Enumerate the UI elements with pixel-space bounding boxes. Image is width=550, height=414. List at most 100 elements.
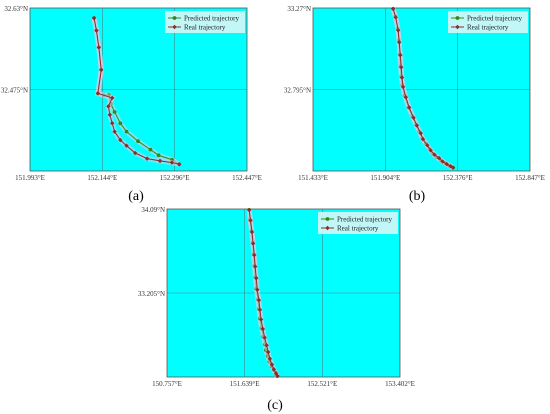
- real-point: [399, 64, 404, 70]
- real-point: [250, 241, 256, 246]
- real-point: [444, 161, 450, 167]
- real-point: [414, 123, 420, 128]
- series-line-real: [392, 8, 454, 168]
- real-point: [420, 137, 426, 142]
- x-tick-label: 152.296°E: [160, 174, 190, 182]
- real-point: [157, 158, 163, 164]
- real-point: [428, 148, 433, 153]
- legend-box: [165, 11, 245, 33]
- predicted-point: [112, 110, 117, 114]
- y-tick-label: 32.63°N: [4, 5, 28, 13]
- real-point: [440, 159, 445, 164]
- predicted-point: [118, 121, 123, 126]
- real-point: [411, 115, 416, 121]
- real-point: [271, 367, 277, 372]
- x-tick-label: 153.402°E: [385, 380, 415, 388]
- chart-panel-3: 150.757°E 151.639°E 152.521°E 153.402°E 34.0…: [138, 206, 415, 413]
- legend-label: Real trajectory: [337, 225, 379, 233]
- real-point: [262, 335, 267, 340]
- legend-marker: [172, 16, 177, 20]
- real-point: [450, 165, 456, 170]
- x-tick-label: 152.144°E: [87, 174, 117, 182]
- real-point: [269, 362, 275, 367]
- y-tick-label: 33.27°N: [287, 5, 311, 13]
- x-tick-label: 150.757°E: [152, 380, 182, 388]
- legend-label: Real trajectory: [184, 24, 226, 32]
- real-point: [258, 317, 264, 322]
- real-point: [249, 229, 255, 235]
- y-tick-label: 33.205°N: [138, 290, 165, 298]
- legend-box: [318, 212, 398, 234]
- x-tick-label: 151.993°E: [15, 174, 45, 182]
- real-point: [425, 143, 430, 148]
- legend-marker: [325, 217, 330, 221]
- real-point: [124, 143, 129, 148]
- real-point: [390, 6, 396, 12]
- real-point: [96, 45, 102, 50]
- real-point: [260, 326, 266, 332]
- real-point: [110, 121, 115, 126]
- real-point: [418, 131, 423, 136]
- legend-label: Predicted trajectory: [467, 15, 523, 23]
- real-point: [256, 298, 262, 303]
- real-point: [432, 152, 437, 157]
- y-tick-label: 32.795°N: [284, 87, 311, 95]
- real-point: [91, 15, 97, 21]
- x-tick-label: 152.521°E: [307, 380, 337, 388]
- real-point: [399, 75, 405, 80]
- real-point: [436, 155, 442, 161]
- x-tick-label: 151.639°E: [230, 380, 260, 388]
- legend-marker: [172, 24, 177, 30]
- chart-panel-2: 151.433°E 151.904°E 152.376°E 152.847°E 33.2…: [284, 5, 545, 204]
- real-point: [254, 275, 259, 281]
- real-point: [118, 137, 123, 143]
- x-tick-label: 151.433°E: [298, 174, 328, 182]
- real-point: [110, 95, 115, 101]
- legend-marker: [325, 225, 330, 231]
- real-point: [400, 84, 406, 90]
- y-tick-label: 32.475°N: [1, 87, 28, 95]
- real-point: [257, 307, 263, 312]
- real-point: [246, 207, 252, 213]
- real-point: [99, 67, 104, 73]
- real-point: [176, 162, 182, 167]
- real-point: [398, 52, 403, 58]
- real-point: [393, 15, 398, 20]
- real-point: [112, 129, 117, 134]
- real-point: [252, 252, 257, 258]
- real-point: [169, 160, 175, 165]
- predicted-point: [148, 147, 153, 152]
- y-tick-label: 34.09°N: [141, 206, 165, 214]
- panel-label: (a): [128, 189, 144, 204]
- x-tick-label: 151.904°E: [370, 174, 400, 182]
- real-point: [265, 349, 271, 355]
- x-tick-label: 152.447°E: [232, 174, 262, 182]
- real-point: [407, 105, 412, 110]
- real-point: [107, 112, 113, 117]
- real-point: [95, 91, 101, 96]
- predicted-point: [156, 153, 161, 158]
- legend-box: [448, 11, 528, 33]
- panel-label: (c): [267, 398, 283, 413]
- real-point: [395, 28, 401, 33]
- real-point: [397, 40, 402, 45]
- predicted-point: [136, 139, 140, 144]
- x-tick-label: 152.847°E: [515, 174, 545, 182]
- real-point: [403, 95, 409, 100]
- predicted-point: [124, 129, 129, 134]
- legend-label: Predicted trajectory: [184, 15, 240, 23]
- panel-label: (b): [409, 189, 426, 204]
- real-point: [264, 343, 269, 348]
- legend-label: Real trajectory: [467, 24, 509, 32]
- legend-marker: [455, 24, 460, 30]
- real-point: [255, 287, 260, 292]
- real-point: [106, 104, 111, 109]
- real-point: [144, 156, 150, 161]
- x-tick-label: 152.376°E: [443, 174, 473, 182]
- real-point: [248, 218, 253, 223]
- real-point: [94, 28, 99, 33]
- chart-panel-1: 151.993°E 152.144°E 152.296°E 152.447°E 32.6…: [1, 5, 262, 204]
